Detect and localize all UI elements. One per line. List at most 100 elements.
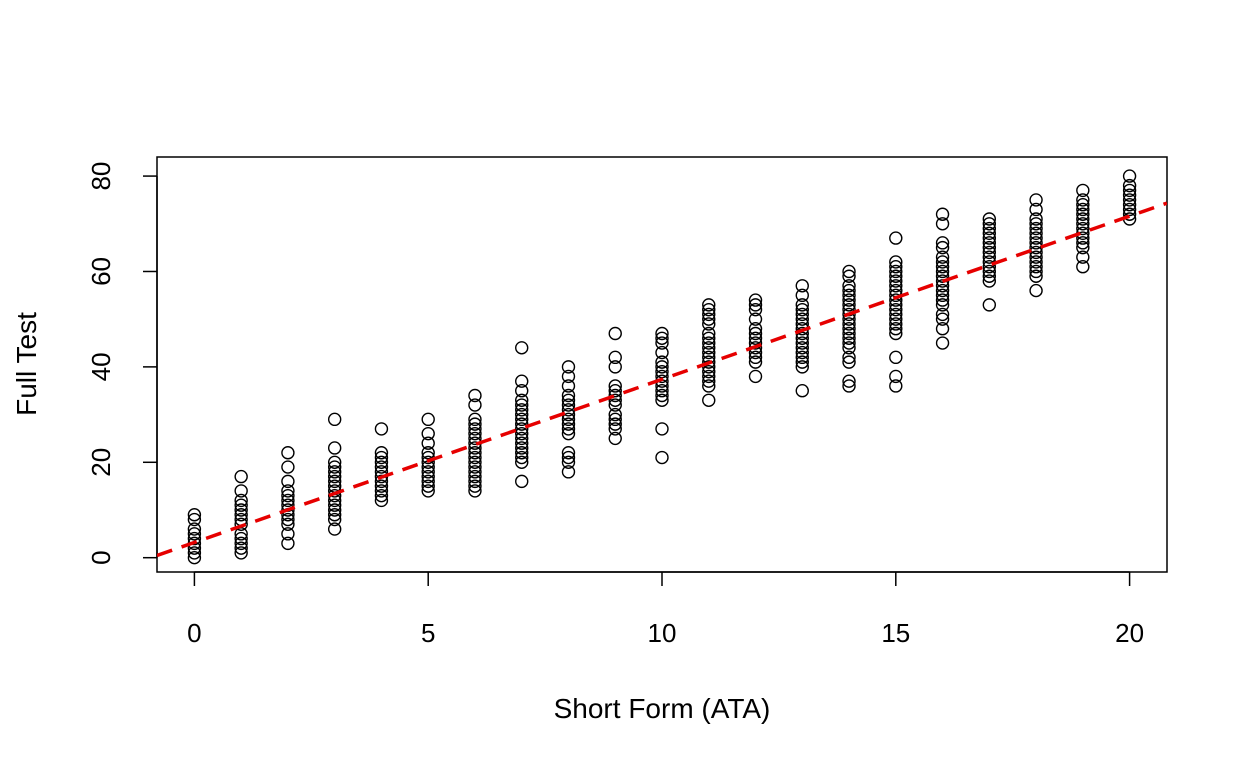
fit-line (157, 201, 1167, 558)
data-point (795, 355, 809, 369)
data-point (842, 317, 856, 331)
data-point (468, 465, 482, 479)
data-point (1122, 188, 1137, 202)
data-point (1076, 217, 1090, 231)
data-point (468, 398, 482, 412)
data-point (1076, 202, 1090, 217)
data-point (795, 360, 809, 374)
data-point (1076, 240, 1090, 255)
data-point (655, 393, 669, 407)
data-point (468, 422, 482, 436)
data-point (374, 422, 389, 436)
data-point (795, 336, 809, 350)
data-point (842, 264, 856, 279)
data-point (935, 312, 950, 326)
data-point (702, 341, 716, 355)
data-point (608, 360, 622, 374)
data-point (935, 322, 950, 336)
data-point (561, 455, 576, 469)
data-point (561, 412, 576, 427)
data-point (1029, 226, 1043, 241)
data-point (281, 512, 295, 527)
data-point (608, 393, 622, 407)
data-point (748, 326, 763, 341)
data-point (655, 450, 669, 465)
data-point (795, 279, 809, 293)
x-axis-title: Short Form (ATA) (554, 693, 771, 724)
data-point (281, 484, 295, 498)
data-point (515, 450, 529, 465)
data-point (795, 288, 809, 303)
data-point (234, 508, 248, 522)
data-point (702, 345, 716, 360)
data-point (795, 384, 809, 398)
data-point (561, 450, 576, 465)
data-point (1076, 212, 1090, 226)
data-point (327, 498, 342, 512)
data-point (515, 455, 529, 469)
data-point (421, 474, 435, 489)
data-point (1029, 236, 1043, 250)
data-point (515, 341, 529, 355)
data-point (515, 441, 529, 455)
data-point (234, 493, 248, 508)
data-point (795, 331, 809, 345)
data-point (982, 274, 997, 288)
data-point (561, 388, 576, 403)
data-point (468, 455, 482, 469)
data-point (842, 350, 856, 365)
data-point (234, 503, 248, 517)
data-point (795, 298, 809, 312)
data-point (889, 322, 903, 336)
data-point (1122, 198, 1137, 212)
data-point (842, 293, 856, 307)
data-point (281, 488, 295, 503)
data-point (1122, 169, 1137, 183)
data-point (374, 479, 389, 493)
data-point (935, 264, 950, 279)
data-point (515, 393, 529, 407)
data-point (889, 279, 903, 293)
data-point (187, 522, 202, 536)
data-point (702, 331, 716, 345)
data-point (842, 279, 856, 293)
data-point (1029, 221, 1043, 236)
data-point (468, 388, 482, 403)
data-point (702, 364, 716, 379)
data-point (1076, 193, 1090, 207)
data-point (608, 384, 622, 398)
data-point (421, 465, 435, 479)
data-point (982, 221, 997, 236)
data-point (655, 345, 669, 360)
data-point (327, 522, 342, 536)
data-point (1076, 236, 1090, 250)
data-point (1076, 221, 1090, 236)
data-point (561, 426, 576, 441)
data-point (327, 508, 342, 522)
data-point (234, 536, 248, 551)
data-point (421, 484, 435, 498)
data-point (935, 207, 950, 221)
data-point (702, 355, 716, 369)
data-point (1029, 202, 1043, 217)
data-point (889, 369, 903, 384)
data-point (608, 388, 622, 403)
data-point (468, 450, 482, 465)
data-point (374, 493, 389, 508)
data-point (187, 512, 202, 527)
data-point (1029, 255, 1043, 269)
data-point (889, 255, 903, 269)
data-point (468, 412, 482, 427)
data-point (795, 302, 809, 317)
data-point (982, 231, 997, 245)
data-point (327, 474, 342, 489)
data-point (421, 479, 435, 493)
data-point (374, 455, 389, 469)
data-point (748, 369, 763, 384)
data-point (281, 503, 295, 517)
data-point (889, 379, 903, 393)
data-point (327, 488, 342, 503)
data-point (702, 336, 716, 350)
y-axis-title: Full Test (11, 312, 42, 416)
